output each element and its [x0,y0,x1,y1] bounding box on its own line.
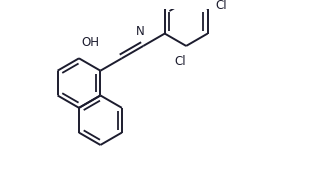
Text: N: N [136,25,145,38]
Text: Cl: Cl [215,0,227,13]
Text: Cl: Cl [175,55,186,68]
Text: OH: OH [82,36,100,49]
